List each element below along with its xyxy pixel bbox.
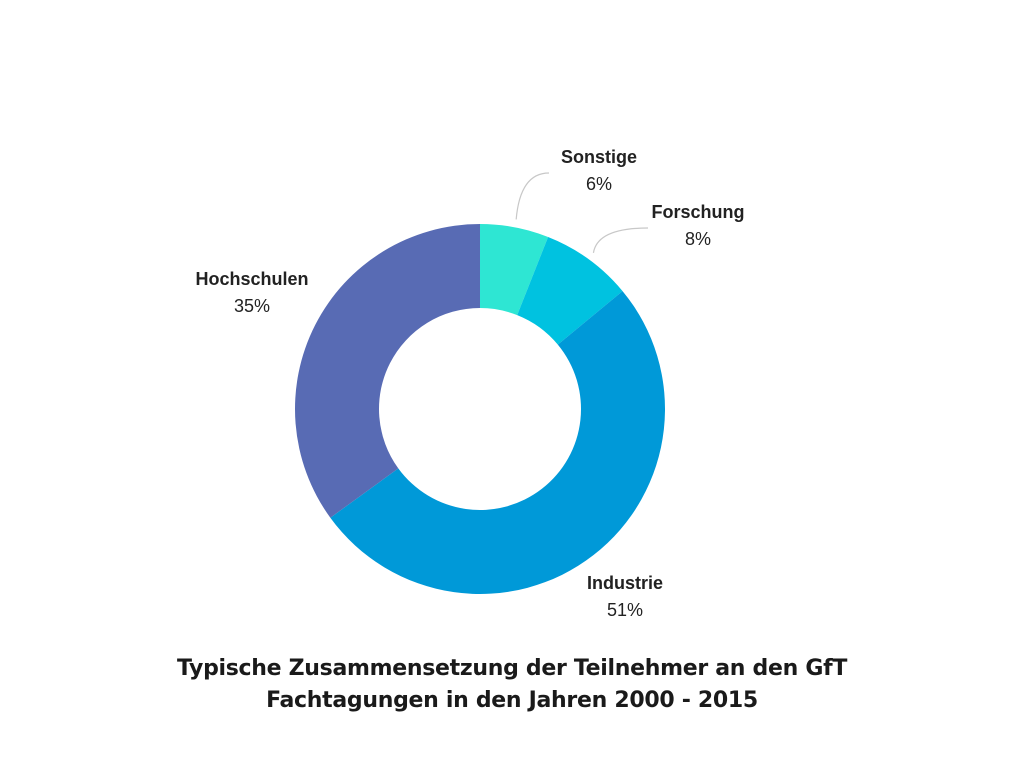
slice-labels-layer: Sonstige 6% Forschung 8% Industrie 51% Hochsch…	[195, 147, 744, 620]
slice-value-hochschulen: 35%	[234, 296, 270, 316]
slice-value-forschung: 8%	[685, 229, 711, 249]
slice-hochschulen	[294, 224, 480, 518]
slices-layer	[294, 224, 666, 595]
chart-title-line-2: Fachtagungen in den Jahren 2000 - 2015	[266, 688, 758, 713]
chart-title-line-1: Typische Zusammensetzung der Teilnehmer …	[176, 656, 848, 681]
leader-lines-layer	[515, 172, 649, 253]
leader-line-forschung	[592, 227, 649, 253]
slice-label-industrie: Industrie	[587, 573, 663, 593]
leader-line-sonstige	[515, 172, 550, 220]
slice-forschung	[517, 236, 623, 345]
slice-value-industrie: 51%	[607, 600, 643, 620]
slice-label-forschung: Forschung	[652, 202, 745, 222]
slice-industrie	[330, 291, 666, 595]
slice-label-hochschulen: Hochschulen	[195, 269, 308, 289]
slice-value-sonstige: 6%	[586, 174, 612, 194]
slice-label-sonstige: Sonstige	[561, 147, 637, 167]
slice-sonstige	[480, 224, 549, 316]
